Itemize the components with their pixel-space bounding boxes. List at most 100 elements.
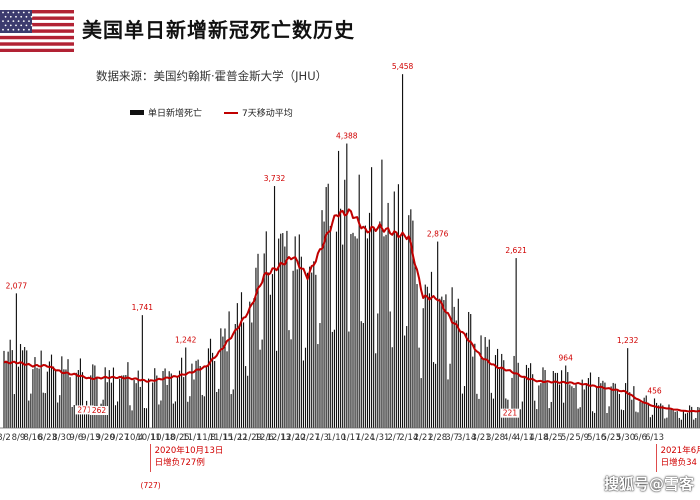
- daily-death-bar: [311, 272, 313, 428]
- daily-death-bar: [296, 269, 298, 428]
- daily-death-bar: [255, 267, 257, 428]
- daily-death-bar: [55, 370, 57, 428]
- daily-death-bar: [542, 367, 544, 428]
- daily-death-bar: [77, 370, 79, 428]
- daily-death-bar: [364, 225, 366, 428]
- daily-death-bar: [317, 344, 319, 428]
- daily-death-bar: [598, 376, 600, 428]
- annotation-layer: 2,077 271 262 1,741 1,242 3,732 4,388 5,458 2,87…: [6, 62, 700, 490]
- daily-death-bar: [410, 209, 412, 428]
- daily-death-bar: [563, 402, 565, 428]
- x-tick-label: 5/30: [616, 433, 635, 443]
- daily-death-bar: [561, 370, 563, 428]
- data-source: 数据来源：美国约翰斯·霍普金斯大学（JHU）: [96, 69, 328, 83]
- daily-death-bar: [57, 402, 59, 428]
- daily-death-bar: [455, 320, 457, 428]
- daily-death-bar: [69, 377, 71, 428]
- x-tick-label: 3/14: [457, 433, 476, 443]
- daily-death-bar: [606, 412, 608, 428]
- daily-death-bar: [534, 400, 536, 428]
- daily-death-bar: [544, 370, 546, 428]
- x-tick-label: 2/14: [399, 433, 418, 443]
- peak-value-label: 1,741: [132, 303, 154, 312]
- daily-death-bar: [201, 394, 203, 428]
- daily-death-bar: [587, 378, 589, 428]
- daily-death-bar: [689, 405, 691, 428]
- peak-value-label: 1,232: [617, 336, 639, 345]
- daily-death-bar: [22, 350, 24, 428]
- x-tick-label: 4/4: [503, 433, 517, 443]
- x-tick-label: 6/13: [645, 433, 664, 443]
- daily-death-bar: [416, 284, 418, 428]
- daily-death-bar: [294, 236, 296, 428]
- daily-death-bar: [399, 236, 402, 428]
- daily-death-bar: [164, 368, 166, 428]
- daily-death-bar: [187, 401, 189, 428]
- daily-death-bar: [232, 389, 234, 428]
- daily-death-bar: [52, 366, 55, 428]
- peak-value-label: 964: [559, 354, 574, 363]
- daily-death-bar: [183, 377, 185, 428]
- daily-death-bar: [511, 377, 513, 428]
- peak-value-label: 2,876: [427, 230, 449, 239]
- daily-death-bar: [356, 238, 358, 428]
- legend-bars-label: 单日新增死亡: [148, 109, 203, 119]
- daily-death-bar: [327, 183, 329, 428]
- daily-death-bar: [166, 384, 168, 428]
- daily-death-bar: [653, 398, 656, 428]
- daily-death-bar: [496, 348, 499, 428]
- daily-death-bar: [17, 366, 20, 428]
- daily-death-bar: [267, 272, 269, 428]
- daily-death-bar: [682, 410, 684, 428]
- x-tick-label: 12/20: [281, 433, 306, 443]
- daily-death-bar: [591, 411, 594, 428]
- legend: 单日新增死亡 7天移动平均: [130, 106, 315, 119]
- x-tick-label: 2/21: [414, 433, 433, 443]
- daily-death-bar: [420, 378, 422, 428]
- daily-death-bar: [397, 184, 399, 428]
- daily-death-bar: [238, 324, 240, 428]
- daily-death-bar: [509, 413, 511, 428]
- daily-death-bar: [181, 357, 183, 428]
- daily-death-bar: [290, 339, 292, 428]
- daily-death-bar: [404, 335, 406, 428]
- daily-death-bar: [273, 186, 276, 428]
- daily-death-bar: [315, 274, 317, 428]
- daily-death-bar: [548, 408, 550, 428]
- daily-death-bar: [139, 386, 141, 428]
- x-tick-label: 4/18: [529, 433, 548, 443]
- daily-death-bar: [251, 322, 253, 428]
- daily-death-bar: [63, 369, 65, 428]
- daily-death-bar: [135, 383, 137, 428]
- daily-death-bar: [482, 358, 484, 428]
- daily-death-bar: [424, 284, 426, 428]
- daily-death-bar: [517, 362, 519, 428]
- daily-death-bar: [697, 406, 699, 428]
- daily-death-bar: [443, 300, 445, 428]
- daily-death-bar: [141, 315, 143, 428]
- peak-value-label: 2,077: [6, 281, 28, 290]
- daily-death-bar: [519, 409, 521, 428]
- x-tick-label: 10/25: [165, 433, 190, 443]
- daily-death-bar: [302, 360, 305, 428]
- daily-death-bar: [280, 233, 282, 428]
- daily-death-bar: [108, 370, 110, 428]
- daily-death-bar: [224, 328, 226, 428]
- daily-death-bar: [228, 311, 230, 428]
- x-tick-label: 1/10: [327, 433, 346, 443]
- daily-death-bar: [432, 362, 435, 428]
- daily-death-bar: [176, 376, 179, 428]
- daily-death-bar: [484, 337, 486, 428]
- peak-value-label: 2,621: [505, 246, 527, 255]
- daily-death-bar: [680, 419, 682, 428]
- legend-line-label: 7天移动平均: [242, 109, 293, 119]
- daily-death-bar: [546, 382, 548, 428]
- daily-death-bar: [158, 404, 160, 428]
- daily-death-bar: [649, 417, 651, 428]
- peak-value-label: 456: [647, 386, 662, 395]
- daily-death-bar: [575, 384, 577, 428]
- daily-death-bar: [620, 409, 623, 428]
- daily-death-bar: [618, 394, 620, 428]
- daily-death-bar: [695, 417, 697, 428]
